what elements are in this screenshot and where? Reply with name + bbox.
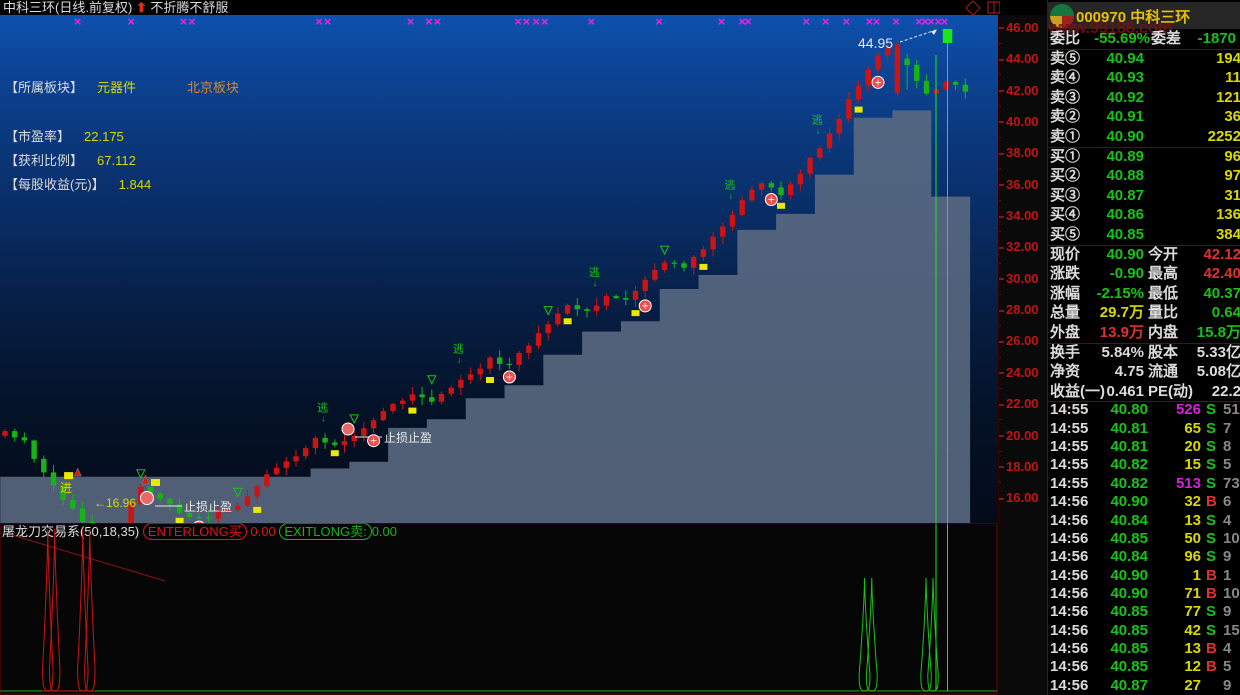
svg-text:↓: ↓ <box>593 278 598 288</box>
svg-text:↓: ↓ <box>321 413 326 423</box>
svg-text:←16.96: ←16.96 <box>94 496 136 510</box>
svg-text:止损止盈: 止损止盈 <box>184 500 232 514</box>
svg-text:↓: ↓ <box>816 126 821 136</box>
svg-text:↓: ↓ <box>457 355 462 365</box>
svg-text:止损止盈: 止损止盈 <box>384 431 432 445</box>
svg-text:进: 进 <box>60 481 72 495</box>
svg-text:↓: ↓ <box>729 191 734 201</box>
